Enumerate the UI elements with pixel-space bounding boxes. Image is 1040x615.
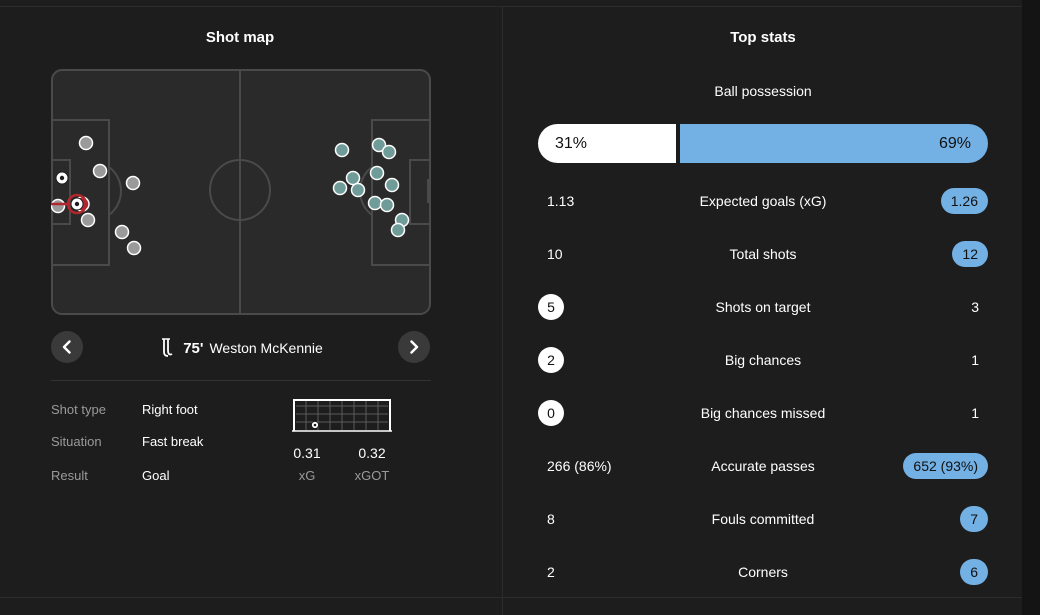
shot-map-pitch <box>51 69 431 315</box>
away-shot <box>332 180 348 196</box>
stat-away-value: 6 <box>960 559 988 585</box>
selected-shot-ring <box>66 193 88 215</box>
left-penalty-arc <box>108 166 122 216</box>
stat-label: Fouls committed <box>711 511 815 527</box>
stat-home-value: 10 <box>547 246 563 262</box>
shot-minute: 75' <box>183 339 204 357</box>
stat-row: 2 Big chances 1 <box>538 347 988 373</box>
selected-shot-player: 75' Weston McKennie <box>90 337 392 359</box>
home-shot <box>114 224 130 240</box>
shot-details-divider <box>51 380 431 381</box>
stat-label: Big chances missed <box>700 405 826 421</box>
home-shot <box>126 240 142 256</box>
away-shot <box>350 182 366 198</box>
stat-label: Big chances <box>724 352 802 368</box>
away-shot <box>371 137 387 153</box>
stat-row: 8 Fouls committed 7 <box>538 506 988 532</box>
result-label: Result <box>51 468 88 483</box>
stat-home-value: 266 (86%) <box>547 458 612 474</box>
xg-label: xG <box>298 468 316 483</box>
home-shot <box>92 163 108 179</box>
shot-player-name[interactable]: Weston McKennie <box>209 340 323 356</box>
stat-away-badge: 12 <box>952 241 988 267</box>
stat-away-value: 7 <box>960 506 988 532</box>
goal-ball-icon <box>70 197 84 211</box>
top-divider <box>0 6 1022 7</box>
xg-value: 0.31 <box>293 445 321 461</box>
right-goal <box>427 179 431 203</box>
home-shot <box>51 198 66 214</box>
stat-row: 10 Total shots 12 <box>538 241 988 267</box>
stat-row: 266 (86%) Accurate passes 652 (93%) <box>538 453 988 479</box>
chevron-left-icon <box>62 340 71 354</box>
xgot-label: xGOT <box>354 468 390 483</box>
away-shot <box>369 165 385 181</box>
stat-label: Corners <box>738 564 788 580</box>
stat-row: 0 Big chances missed 1 <box>538 400 988 426</box>
possession-home: 31% <box>538 124 676 163</box>
situation-label: Situation <box>51 434 102 449</box>
stat-home-badge: 5 <box>538 294 564 320</box>
left-six-yard-box <box>51 159 71 225</box>
away-shot <box>384 177 400 193</box>
scrollbar-track[interactable] <box>1022 0 1040 615</box>
stat-row: 2 Corners 6 <box>538 559 988 585</box>
stat-away-value: 1.26 <box>940 188 988 214</box>
bottom-divider <box>0 597 1022 598</box>
next-shot-button[interactable] <box>398 331 430 363</box>
home-shot <box>125 175 141 191</box>
stat-label: Total shots <box>729 246 797 262</box>
away-shot <box>334 142 350 158</box>
home-shot <box>78 135 94 151</box>
stat-home-value: 5 <box>538 294 564 320</box>
stat-away-badge: 6 <box>960 559 988 585</box>
stat-away-value: 3 <box>971 299 979 315</box>
shot-map-title: Shot map <box>205 29 275 46</box>
stat-home-value: 1.13 <box>547 193 575 209</box>
stat-home-value: 2 <box>547 564 555 580</box>
stat-row: 1.13 Expected goals (xG) 1.26 <box>538 188 988 214</box>
possession-away: 69% <box>680 124 988 163</box>
previous-shot-button[interactable] <box>51 331 83 363</box>
away-shot <box>379 197 395 213</box>
away-shots <box>332 137 410 238</box>
stat-home-badge: 0 <box>538 400 564 426</box>
stat-label: Expected goals (xG) <box>699 193 827 209</box>
stat-away-badge: 7 <box>960 506 988 532</box>
chevron-right-icon <box>410 340 419 354</box>
juventus-logo-icon <box>162 338 173 357</box>
home-shot <box>80 212 96 228</box>
stat-label: Shots on target <box>715 299 811 315</box>
stat-away-value: 1 <box>971 405 979 421</box>
stat-away-value: 1 <box>971 352 979 368</box>
xgot-value: 0.32 <box>358 445 386 461</box>
stat-home-badge: 2 <box>538 347 564 373</box>
panel-divider <box>502 7 503 615</box>
possession-label: Ball possession <box>714 83 812 99</box>
stat-row: 5 Shots on target 3 <box>538 294 988 320</box>
stat-label: Accurate passes <box>711 458 815 474</box>
stat-away-value: 652 (93%) <box>903 453 988 479</box>
stat-home-value: 0 <box>538 400 564 426</box>
stat-away-badge: 652 (93%) <box>903 453 988 479</box>
stat-home-value: 8 <box>547 511 555 527</box>
away-shot <box>381 144 397 160</box>
shot-type-label: Shot type <box>51 402 106 417</box>
stat-away-value: 12 <box>952 241 988 267</box>
possession-bar: 31% 69% <box>538 124 988 163</box>
shot-type-value: Right foot <box>142 402 198 417</box>
goal-frame-graphic <box>292 399 392 432</box>
stat-home-value: 2 <box>538 347 564 373</box>
away-shot <box>390 222 406 238</box>
center-circle <box>209 159 271 221</box>
top-stats-title: Top stats <box>730 29 796 46</box>
away-shot <box>367 195 383 211</box>
goal-ball-icon <box>55 171 69 185</box>
away-shot <box>345 170 361 186</box>
result-value: Goal <box>142 468 170 483</box>
stat-away-badge: 1.26 <box>940 188 988 214</box>
situation-value: Fast break <box>142 434 204 449</box>
